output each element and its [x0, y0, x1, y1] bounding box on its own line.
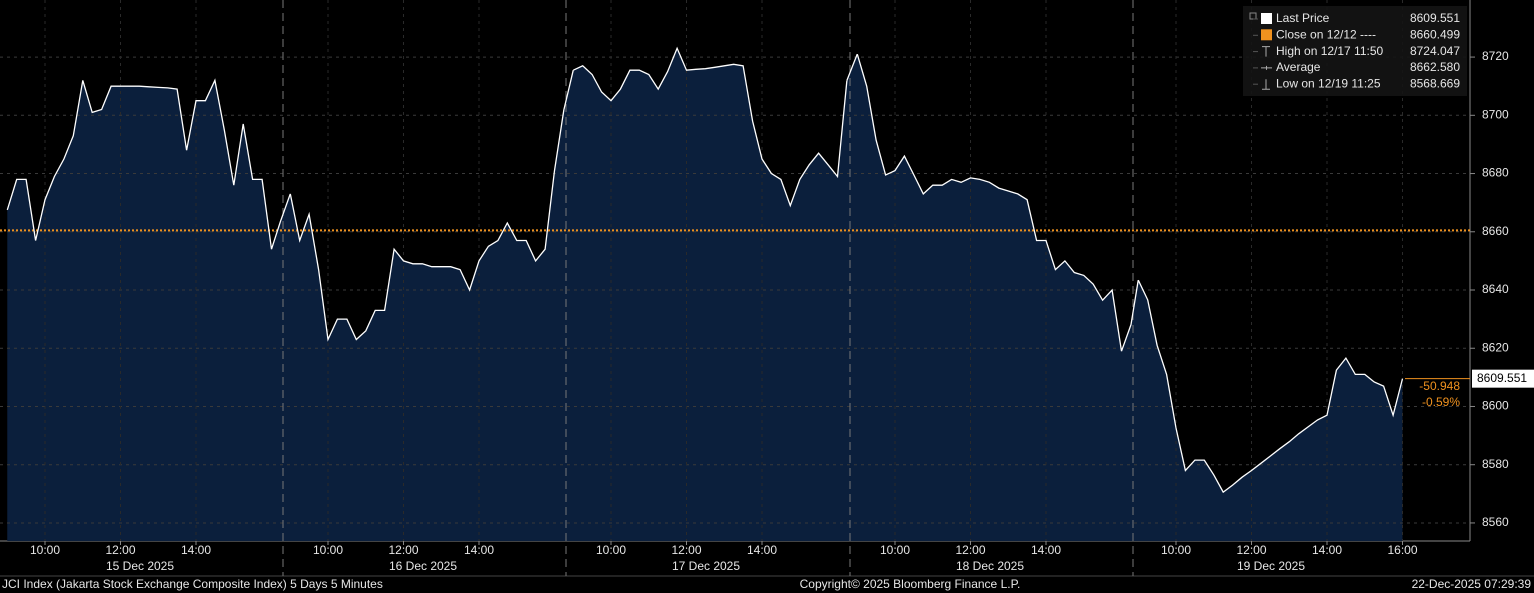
legend-marker [1261, 65, 1272, 70]
date-label: 17 Dec 2025 [672, 559, 740, 573]
x-tick-label: 10:00 [1161, 543, 1191, 557]
x-tick-label: 12:00 [388, 543, 418, 557]
session-connector [563, 70, 574, 110]
legend-value: 8660.499 [1410, 27, 1460, 41]
y-tick-label: 8580 [1482, 457, 1509, 471]
legend-value: 8662.580 [1410, 60, 1460, 74]
x-tick-label: 16:00 [1387, 543, 1417, 557]
date-label: 15 Dec 2025 [106, 559, 174, 573]
legend-marker [1261, 13, 1272, 24]
y-tick-label: 8680 [1482, 166, 1509, 180]
y-tick-label: 8660 [1482, 224, 1509, 238]
session-connector [280, 193, 291, 221]
legend-box [1243, 6, 1467, 96]
x-tick-label: 10:00 [30, 543, 60, 557]
y-tick-label: 8640 [1482, 282, 1509, 296]
date-label: 16 Dec 2025 [389, 559, 457, 573]
y-tick-label: 8560 [1482, 515, 1509, 529]
price-line [6, 78, 282, 250]
x-tick-label: 12:00 [105, 543, 135, 557]
x-tick-label: 10:00 [596, 543, 626, 557]
x-tick-label: 12:00 [955, 543, 985, 557]
area-fill [7, 48, 1403, 542]
x-tick-label: 14:00 [1031, 543, 1061, 557]
x-tick-label: 12:00 [671, 543, 701, 557]
legend-value: 8609.551 [1410, 11, 1460, 25]
x-tick-label: 14:00 [181, 543, 211, 557]
y-tick-label: 8620 [1482, 340, 1509, 354]
legend-name: Average [1276, 60, 1321, 74]
legend-name: Last Price [1276, 11, 1330, 25]
last-price-tag [1472, 369, 1534, 388]
legend-marker [1262, 79, 1270, 90]
price-line [289, 109, 565, 342]
date-label: 18 Dec 2025 [956, 559, 1024, 573]
legend-marker [1262, 46, 1270, 57]
session-connector [1130, 280, 1139, 326]
date-label: 19 Dec 2025 [1237, 559, 1305, 573]
price-line [573, 46, 848, 208]
legend-name: Close on 12/12 ---- [1276, 27, 1376, 41]
y-tick-label: 8600 [1482, 399, 1509, 413]
y-tick-label: 8720 [1482, 49, 1509, 63]
x-tick-label: 14:00 [464, 543, 494, 557]
x-tick-label: 10:00 [313, 543, 343, 557]
copyright: Copyright© 2025 Bloomberg Finance L.P. [800, 577, 1021, 591]
y-tick-label: 8700 [1482, 107, 1509, 121]
session-connector [846, 53, 858, 81]
price-line [856, 54, 1132, 352]
change-pct-label: -0.59% [1422, 395, 1460, 409]
legend-name: High on 12/17 11:50 [1276, 44, 1384, 58]
legend-value: 8568.669 [1410, 76, 1460, 90]
footer-left: JCI Index (Jakarta Stock Exchange Compos… [2, 577, 383, 591]
timestamp: 22-Dec-2025 07:29:39 [1412, 577, 1532, 591]
legend-value: 8724.047 [1410, 44, 1460, 58]
x-tick-label: 10:00 [880, 543, 910, 557]
price-line [1137, 279, 1404, 494]
legend-marker [1261, 29, 1272, 41]
last-price-label: 8609.551 [1477, 371, 1527, 385]
x-tick-label: 14:00 [1312, 543, 1342, 557]
legend: Last Price 8609.551 Close on 12/12 ---- 866… [1243, 6, 1467, 96]
legend-name: Low on 12/19 11:25 [1276, 76, 1381, 90]
x-tick-label: 12:00 [1236, 543, 1266, 557]
x-tick-label: 14:00 [747, 543, 777, 557]
change-label: -50.948 [1419, 379, 1460, 393]
